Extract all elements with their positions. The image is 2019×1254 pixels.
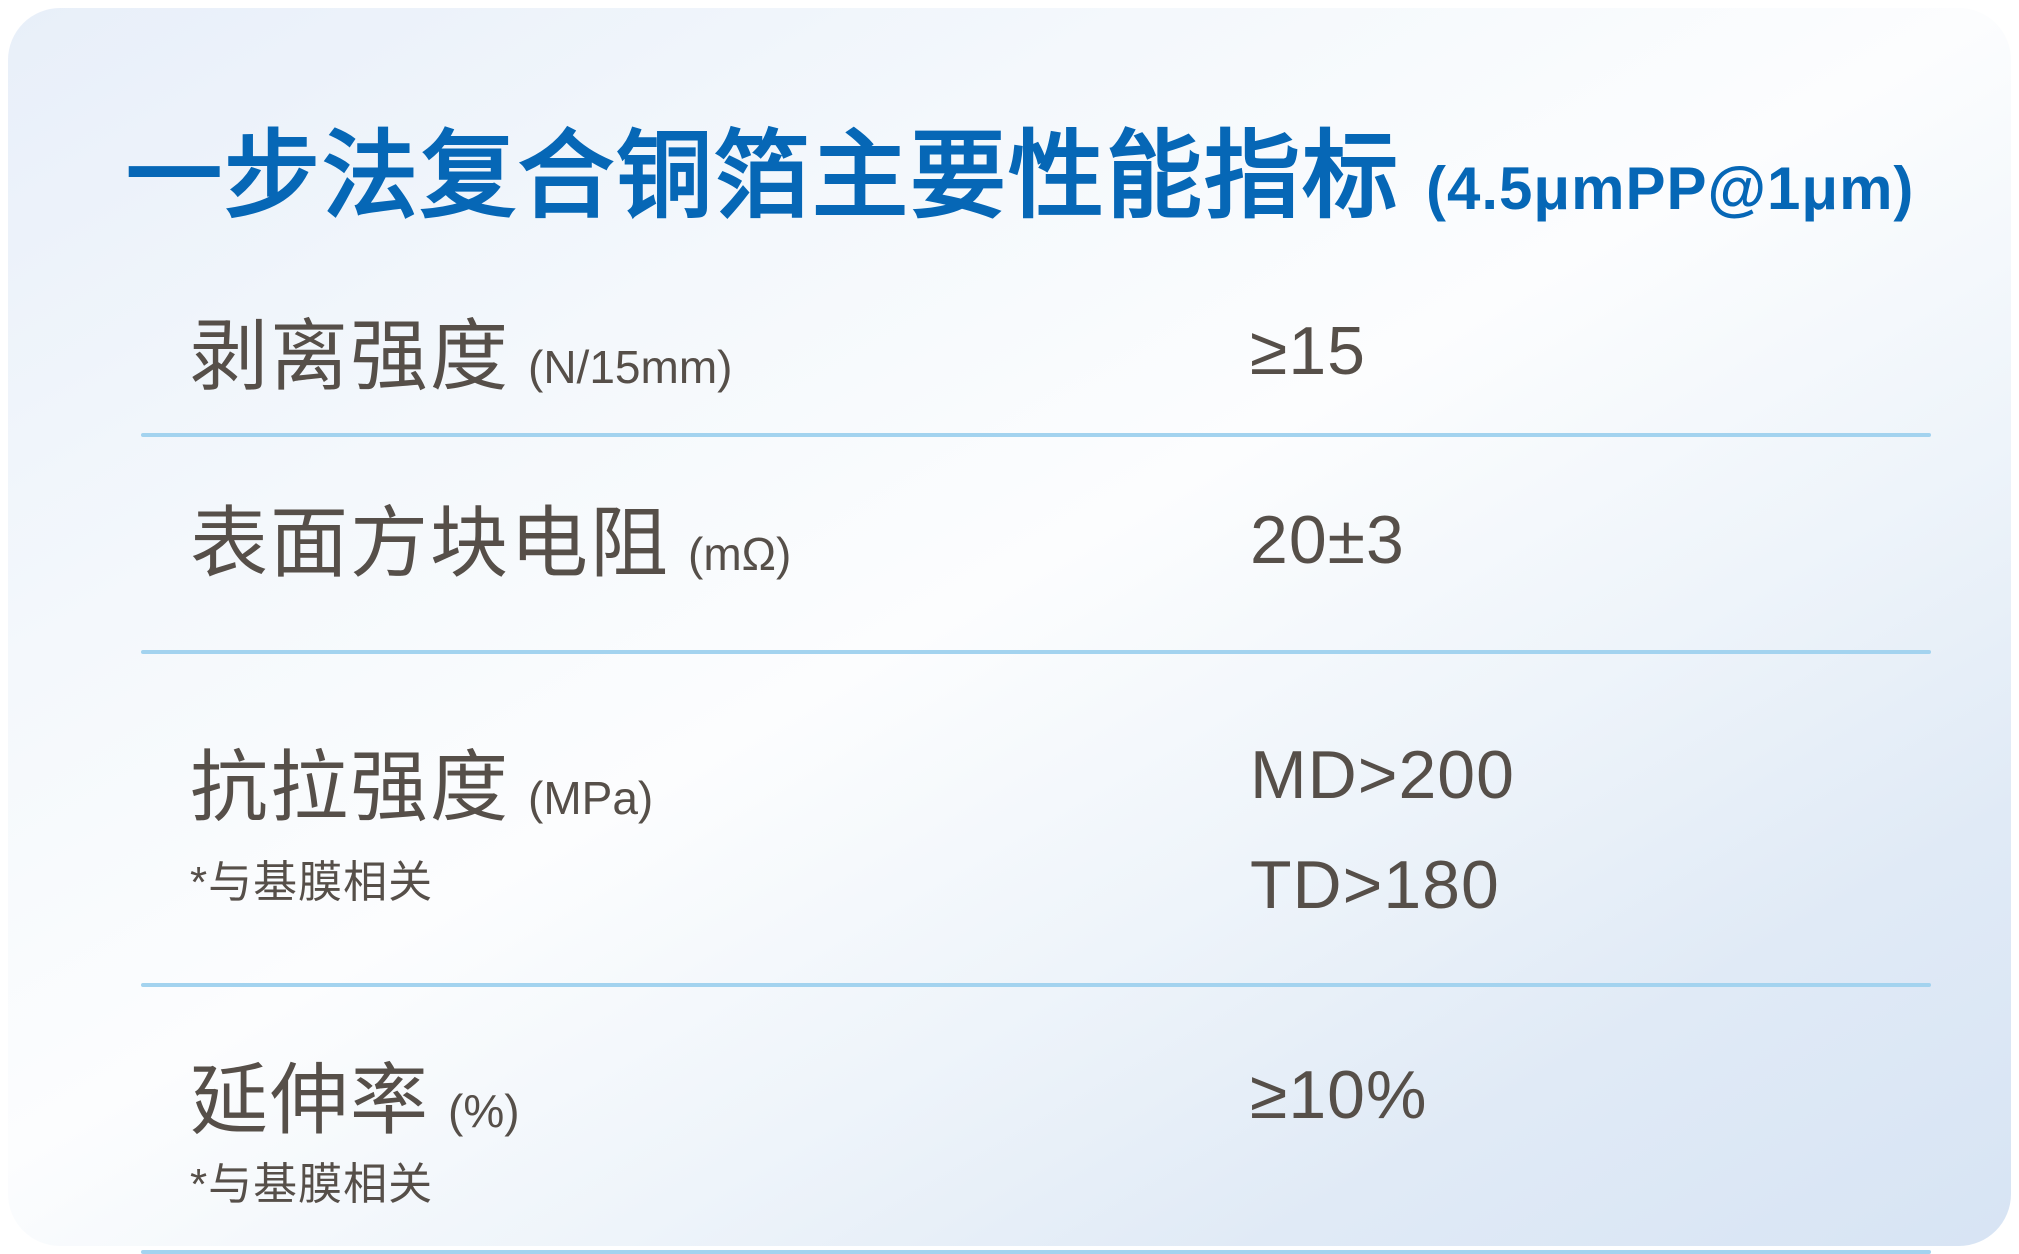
title-main-text: 一步法复合铜箔主要性能指标 <box>126 123 1400 230</box>
divider <box>141 650 1931 654</box>
row-unit: (MPa) <box>528 772 654 824</box>
table-row-peel-strength-label: 剥离强度 (N/15mm) <box>190 317 732 395</box>
row-value-md: MD>200 <box>1250 737 1515 813</box>
row-value-td: TD>180 <box>1250 847 1500 923</box>
divider <box>141 1250 1931 1254</box>
row-label: 延伸率 <box>190 1056 431 1144</box>
table-row-sheet-resistance-label: 表面方块电阻 (mΩ) <box>190 504 791 582</box>
row-label: 剥离强度 <box>190 312 511 400</box>
divider <box>141 433 1931 437</box>
table-row-tensile-strength-label: 抗拉强度 (MPa) <box>190 748 653 826</box>
row-unit: (mΩ) <box>688 528 792 580</box>
row-unit: (%) <box>448 1085 520 1137</box>
row-footnote: *与基膜相关 <box>190 1160 434 1209</box>
table-row-elongation-label: 延伸率 (%) <box>190 1061 520 1139</box>
row-value: ≥15 <box>1250 313 1366 389</box>
divider <box>141 983 1931 987</box>
spec-card <box>8 8 2011 1246</box>
row-label: 抗拉强度 <box>190 743 511 831</box>
row-value: ≥10% <box>1250 1057 1428 1133</box>
page-title: 一步法复合铜箔主要性能指标 (4.5μmPP@1μm) <box>126 98 1914 237</box>
row-value: 20±3 <box>1250 502 1405 578</box>
row-unit: (N/15mm) <box>528 341 733 393</box>
title-spec-suffix: (4.5μmPP@1μm) <box>1426 155 1915 222</box>
row-footnote: *与基膜相关 <box>190 858 434 907</box>
row-label: 表面方块电阻 <box>190 499 671 587</box>
